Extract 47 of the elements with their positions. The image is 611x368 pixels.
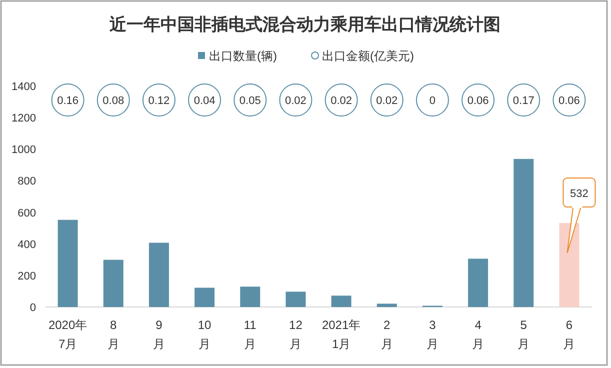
data-label: 0 xyxy=(429,95,436,107)
bar xyxy=(194,288,215,307)
x-tick-label: 5 月 xyxy=(518,318,530,351)
bar xyxy=(468,258,488,307)
data-label: 0.02 xyxy=(376,95,398,107)
legend-label: 出口金额(亿美元) xyxy=(322,49,414,63)
bar xyxy=(514,158,534,307)
x-tick-label: 11 月 xyxy=(244,318,257,351)
x-tick-label: 3 月 xyxy=(426,318,438,351)
annotation: 532 xyxy=(570,188,588,200)
y-tick-label: 0 xyxy=(30,302,36,314)
data-label: 0.04 xyxy=(194,95,216,107)
data-label: 0.08 xyxy=(102,95,124,107)
annotation: 532 xyxy=(562,178,596,254)
y-tick-label: 600 xyxy=(18,207,36,220)
x-tick-label: 2021年 1月 xyxy=(322,318,361,351)
bar xyxy=(331,296,352,307)
data-label: 0.02 xyxy=(330,95,352,107)
y-tick-label: 1200 xyxy=(12,112,36,125)
y-tick-label: 200 xyxy=(18,270,36,282)
y-tick-label: 1400 xyxy=(12,81,36,93)
data-label: 0.05 xyxy=(239,95,261,107)
data-label: 0.02 xyxy=(284,95,306,107)
x-tick-label: 2 月 xyxy=(380,318,393,351)
bar xyxy=(148,242,169,307)
x-tick-label: 6 月 xyxy=(563,318,576,351)
chart-title: 近一年中国非插电式混合动力乘用车出口情况统计图 xyxy=(108,15,500,34)
data-label: 0.06 xyxy=(467,95,489,107)
x-tick-label: 4 月 xyxy=(472,318,484,351)
x-tick-label: 12 月 xyxy=(289,318,303,351)
bar xyxy=(376,304,397,307)
bar xyxy=(58,220,78,307)
bar xyxy=(240,286,260,307)
x-tick-label: 10 月 xyxy=(198,318,212,351)
x-tick-label: 9 月 xyxy=(152,318,165,351)
data-label: 0.06 xyxy=(558,95,580,107)
y-tick-label: 400 xyxy=(18,238,36,251)
legend-label: 出口数量(辆) xyxy=(209,49,277,63)
y-tick-label: 800 xyxy=(18,176,36,188)
data-label: 0.12 xyxy=(148,95,170,107)
y-tick-label: 1000 xyxy=(12,144,36,156)
bar xyxy=(286,292,306,307)
x-tick-label: 2020年 7月 xyxy=(48,318,88,351)
data-label: 0.16 xyxy=(57,95,79,107)
data-label: 0.17 xyxy=(512,95,534,107)
bar xyxy=(103,260,124,307)
x-tick-label: 8 月 xyxy=(107,318,120,351)
